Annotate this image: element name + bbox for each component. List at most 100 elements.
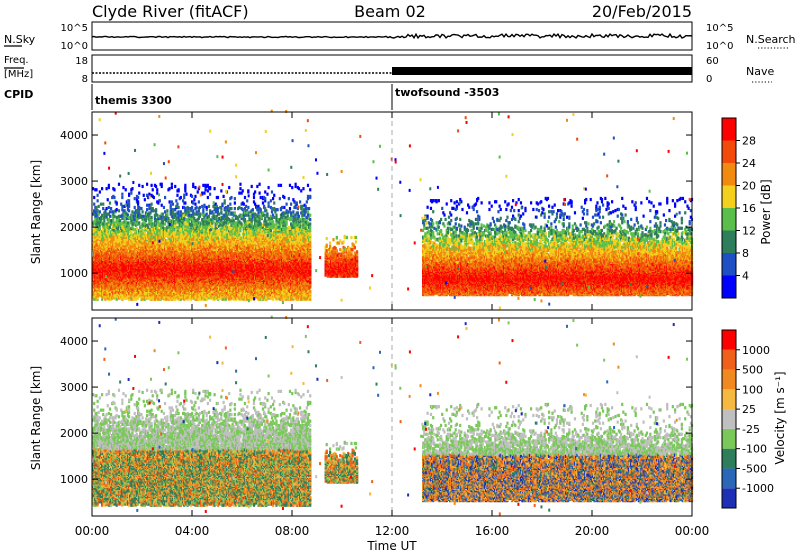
power-cell <box>106 232 109 236</box>
power-cell <box>97 294 100 298</box>
power-cell <box>115 220 118 224</box>
power-cell <box>114 252 117 256</box>
power-cell <box>184 201 187 205</box>
power-cell <box>132 253 135 257</box>
power-cell <box>98 241 101 245</box>
power-cell <box>101 297 104 301</box>
power-cell <box>102 250 105 254</box>
power-cell <box>125 264 128 268</box>
power-cell <box>134 289 137 294</box>
power-cell <box>107 230 110 234</box>
power-cell <box>94 235 97 239</box>
power-cell <box>101 243 104 247</box>
power-cell <box>125 278 128 283</box>
power-cell <box>137 214 140 218</box>
power-cell <box>114 258 117 263</box>
power-cell <box>111 210 114 214</box>
power-cell <box>113 240 116 244</box>
cpid-segment-2: twofsound -3503 <box>395 86 499 99</box>
power-cell <box>117 234 121 238</box>
power-cell <box>115 201 118 205</box>
power-cell <box>134 223 137 227</box>
power-cell <box>93 243 96 247</box>
power-cell <box>103 253 106 257</box>
power-cell <box>94 222 97 226</box>
power-cell <box>167 216 170 221</box>
power-cell <box>104 232 107 236</box>
power-cell <box>120 202 123 206</box>
power-cell <box>95 290 98 295</box>
power-cell <box>105 247 108 252</box>
power-cell <box>105 254 108 258</box>
power-cell <box>114 296 117 300</box>
power-cell <box>110 252 113 256</box>
power-cell <box>95 224 98 228</box>
power-cell <box>112 194 115 199</box>
power-cell <box>111 222 114 226</box>
power-cell <box>113 229 116 233</box>
power-cell <box>130 219 133 223</box>
power-cell <box>117 290 121 295</box>
power-cell <box>129 246 132 250</box>
power-cell <box>137 195 140 200</box>
power-cell <box>123 245 126 249</box>
power-cell <box>101 230 104 234</box>
cpid-segment-1: themis 3300 <box>95 94 172 107</box>
power-cell <box>96 235 99 239</box>
power-cell <box>142 193 145 197</box>
power-cell <box>119 230 122 234</box>
power-cell <box>97 230 100 234</box>
power-cell <box>135 283 139 287</box>
power-cell <box>102 235 105 239</box>
power-cell <box>108 282 112 286</box>
power-cell <box>115 262 118 266</box>
power-cell <box>114 209 117 213</box>
power-cell <box>124 246 127 250</box>
power-cell <box>185 192 188 196</box>
power-cell <box>122 185 125 190</box>
power-cell <box>133 205 136 210</box>
power-cell <box>131 221 134 225</box>
station-title: Clyde River (fitACF) <box>92 2 249 21</box>
power-cell <box>135 269 139 274</box>
power-cell <box>131 284 134 288</box>
power-cell <box>104 257 107 262</box>
power-cell <box>116 215 119 220</box>
power-cell <box>129 253 132 257</box>
power-cell <box>110 292 113 296</box>
power-cell <box>119 248 122 253</box>
power-cell <box>177 188 180 192</box>
power-cell <box>132 282 135 286</box>
power-cell <box>97 227 100 232</box>
power-cell <box>98 210 101 214</box>
power-cell <box>134 209 137 213</box>
power-cell <box>148 192 151 196</box>
power-cell <box>117 214 121 218</box>
power-cell <box>115 218 118 222</box>
power-cell <box>139 288 142 292</box>
power-cell <box>132 244 135 248</box>
power-cell <box>137 240 140 244</box>
power-cell <box>128 199 131 203</box>
power-cell <box>105 292 108 296</box>
power-cell <box>114 200 117 204</box>
power-cell <box>164 222 167 226</box>
beam-title: Beam 02 <box>354 2 426 21</box>
power-cell <box>103 284 106 288</box>
power-cell <box>105 226 108 231</box>
power-cell <box>112 220 115 224</box>
power-cell <box>114 230 117 234</box>
power-cell <box>116 232 119 236</box>
power-cell <box>95 222 98 226</box>
power-cell <box>110 246 113 250</box>
power-cell <box>98 287 101 291</box>
power-cell <box>102 229 105 233</box>
power-cell <box>131 236 134 241</box>
power-cell <box>99 245 103 249</box>
power-cell <box>125 290 128 295</box>
power-cell <box>92 229 95 233</box>
power-cell <box>123 260 126 264</box>
power-cell <box>106 212 109 216</box>
power-cell <box>156 213 159 217</box>
power-cell <box>95 213 98 217</box>
